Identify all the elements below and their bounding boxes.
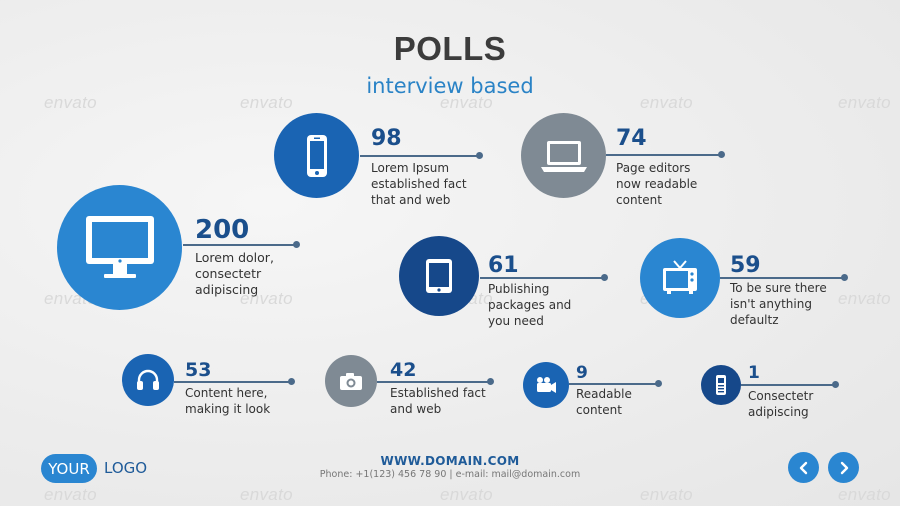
watermark: envato: [240, 289, 293, 308]
stat-value: 61: [488, 253, 519, 278]
stat-description: Lorem dolor, consectetr adipiscing: [195, 250, 274, 297]
stat-description: Consectetr adipiscing: [748, 389, 814, 419]
stat-circle: [701, 365, 741, 405]
stat-description: Lorem Ipsum established fact that and web: [371, 161, 467, 207]
page-title: POLLS: [393, 30, 507, 67]
stat-description: Page editors now readable content: [616, 161, 698, 207]
logo-pill: YOUR: [41, 454, 97, 483]
connector-line: [480, 277, 604, 279]
stat-value: 53: [185, 359, 212, 381]
connector-dot: [476, 152, 483, 159]
connector-line: [183, 244, 296, 246]
connector-line: [569, 383, 659, 385]
stat-description: To be sure there isn't anything defaultz: [730, 281, 827, 327]
next-slide-button[interactable]: [828, 452, 859, 483]
chevron-left-icon: [799, 461, 807, 474]
stat-description: Established fact and web: [390, 386, 486, 416]
stat-circle: [274, 113, 359, 198]
stat-circle: [325, 355, 377, 407]
watermark: envato: [240, 93, 293, 112]
page-subtitle: interview based: [366, 74, 534, 98]
stat-value: 9: [576, 363, 588, 383]
stat-value: 59: [730, 253, 761, 278]
desktop-monitor-icon: [85, 215, 154, 278]
connector-line: [606, 154, 722, 156]
watermark: envato: [640, 485, 693, 504]
connector-line: [360, 155, 480, 157]
footer-contact: Phone: +1(123) 456 78 90 | e-mail: mail@…: [319, 469, 581, 480]
tv-icon: [663, 260, 697, 294]
video-camera-icon: [537, 377, 556, 393]
footer-url[interactable]: WWW.DOMAIN.COM: [380, 454, 520, 468]
stat-description: Content here, making it look: [185, 386, 271, 416]
watermark: envato: [44, 485, 97, 504]
stat-circle: [521, 113, 606, 198]
stat-description: Readable content: [576, 387, 632, 417]
connector-line: [720, 277, 844, 279]
stat-circle: [523, 362, 569, 408]
stat-value: 74: [616, 126, 647, 151]
tablet-icon: [426, 259, 452, 293]
prev-slide-button[interactable]: [788, 452, 819, 483]
camera-icon: [340, 373, 362, 390]
watermark: envato: [44, 93, 97, 112]
stat-circle: [640, 238, 720, 318]
connector-dot: [288, 378, 295, 385]
stat-circle: [122, 354, 174, 406]
connector-dot: [841, 274, 848, 281]
stat-description: Publishing packages and you need: [488, 282, 572, 328]
stat-circle: [399, 236, 479, 316]
connector-line: [741, 384, 836, 386]
stat-value: 200: [195, 215, 250, 245]
watermark: envato: [240, 485, 293, 504]
watermark: envato: [838, 93, 891, 112]
connector-line: [174, 381, 292, 383]
mobile-phone-icon: [716, 375, 726, 395]
connector-dot: [487, 378, 494, 385]
logo-text: LOGO: [104, 459, 148, 477]
stat-value: 98: [371, 126, 402, 151]
connector-dot: [601, 274, 608, 281]
connector-dot: [293, 241, 300, 248]
connector-dot: [832, 381, 839, 388]
connector-line: [377, 381, 491, 383]
stat-value: 42: [390, 359, 417, 381]
stat-value: 1: [748, 363, 760, 383]
laptop-icon: [540, 140, 587, 172]
headphones-icon: [137, 369, 159, 390]
stat-circle: [57, 185, 182, 310]
watermark: envato: [440, 93, 493, 112]
watermark: envato: [440, 485, 493, 504]
connector-dot: [655, 380, 662, 387]
connector-dot: [718, 151, 725, 158]
smartphone-icon: [306, 134, 327, 177]
watermark: envato: [640, 93, 693, 112]
watermark: envato: [838, 289, 891, 308]
chevron-right-icon: [840, 461, 848, 474]
watermark: envato: [838, 485, 891, 504]
